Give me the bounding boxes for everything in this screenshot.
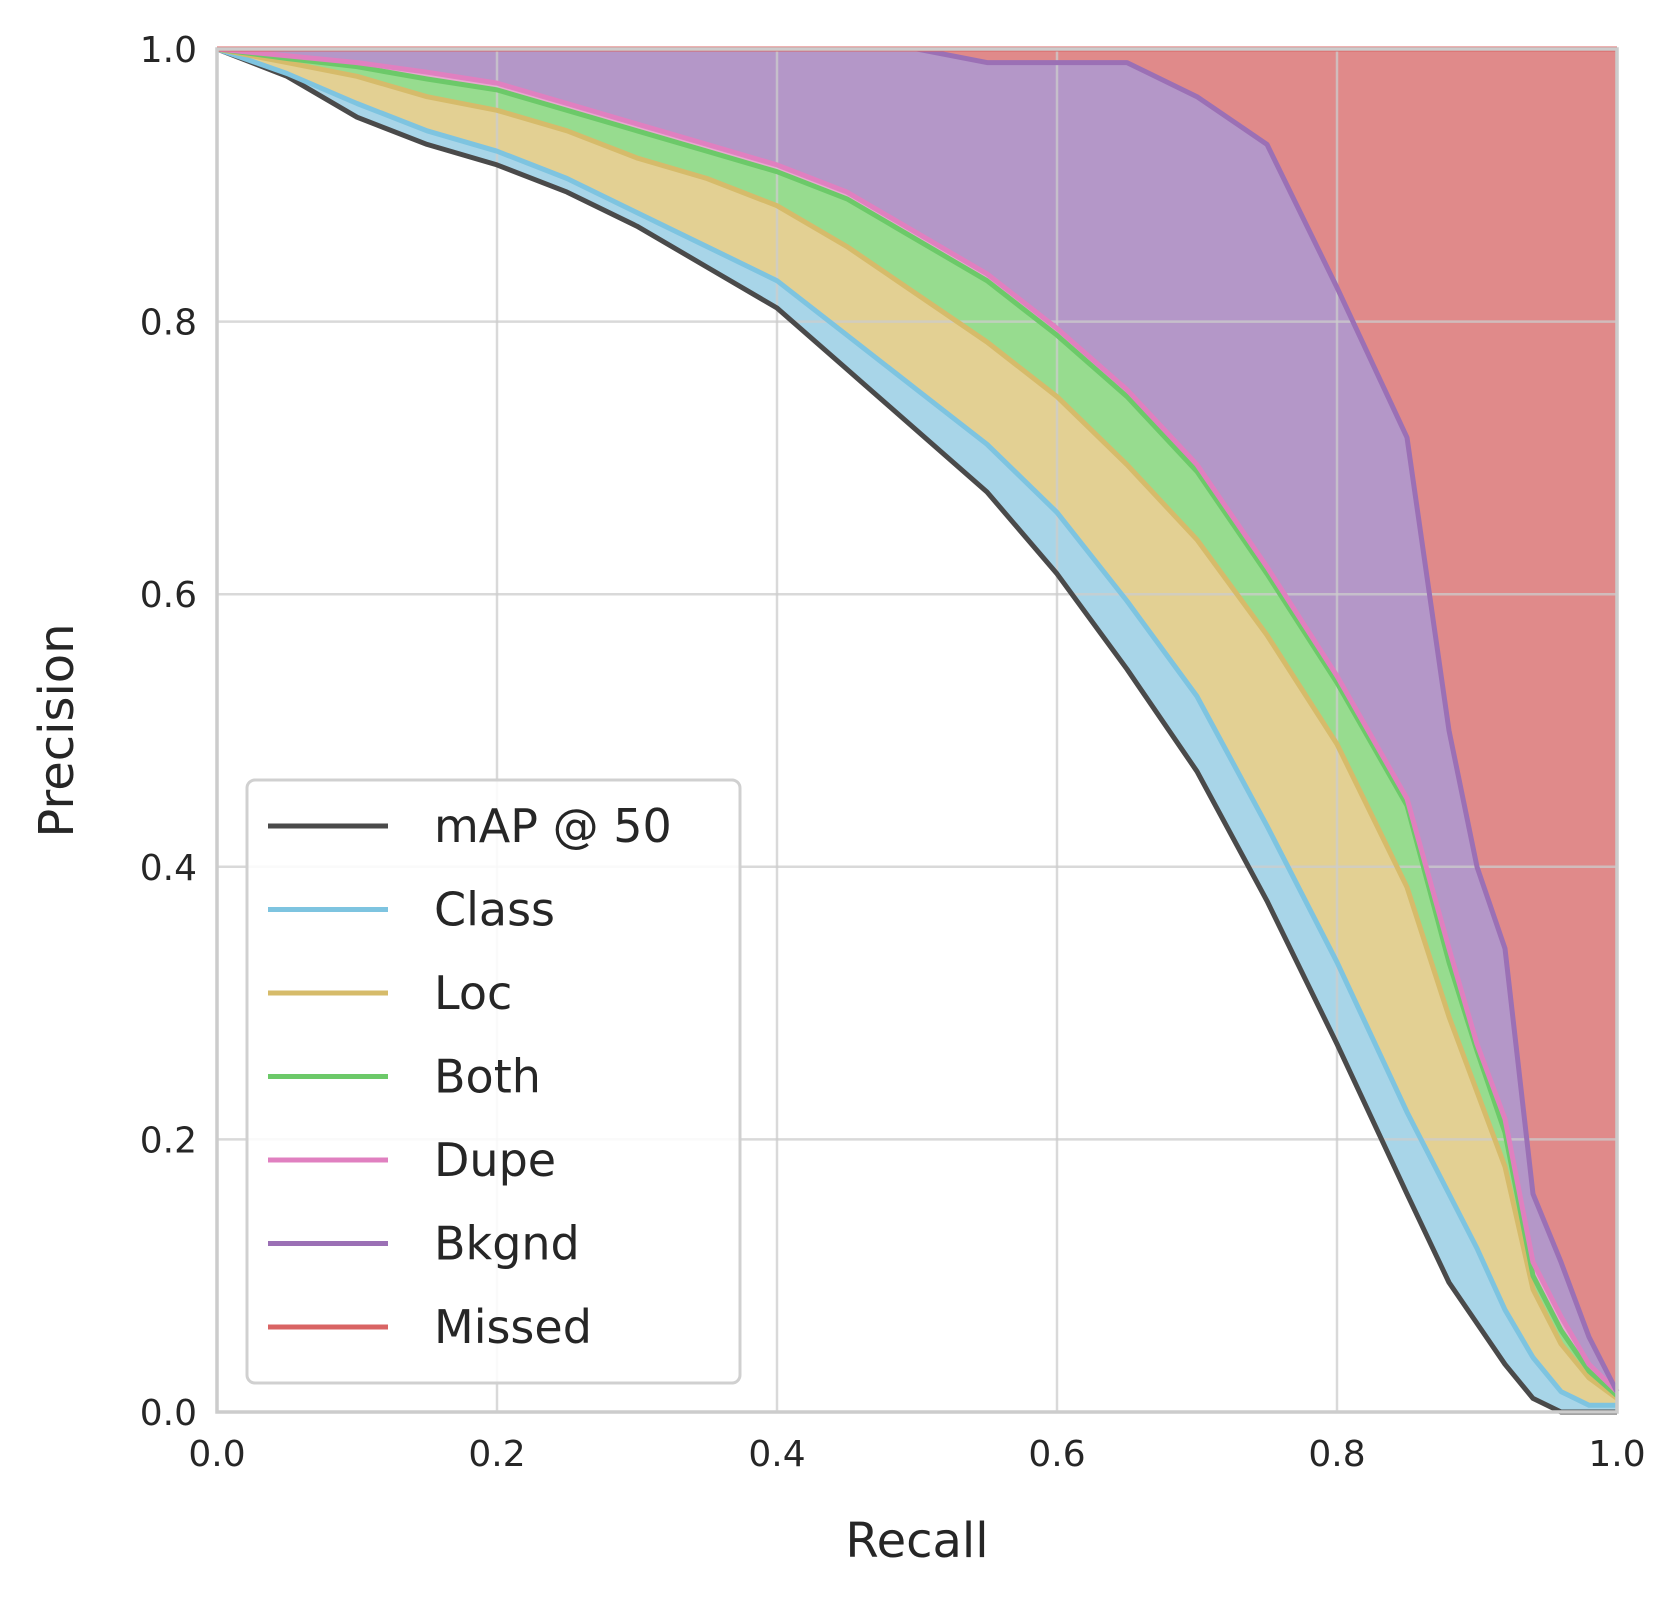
- y-tick-label: 0.6: [140, 575, 197, 616]
- y-tick-labels: 0.0 0.2 0.4 0.6 0.8 1.0: [140, 30, 197, 1434]
- y-tick-label: 0.2: [140, 1120, 197, 1161]
- y-tick-label: 1.0: [140, 30, 197, 71]
- y-axis-label: Precision: [29, 623, 85, 837]
- legend-label-missed: Missed: [434, 1300, 592, 1354]
- line-class: [216, 46, 1617, 1408]
- plot-frame: [215, 47, 1619, 1414]
- legend-label-loc: Loc: [434, 966, 512, 1020]
- line-loc: [216, 46, 1619, 1401]
- y-tick-label: 0.8: [140, 303, 197, 344]
- fill-bkgnd: [217, 49, 1617, 1392]
- fill-missed: [217, 49, 1617, 1392]
- fill-loc: [217, 49, 1617, 1406]
- legend: mAP @ 50 Class Loc Both Dupe Bkgnd Missed: [245, 778, 742, 1385]
- x-tick-label: 0.8: [1308, 1434, 1365, 1475]
- fill-class: [217, 49, 1617, 1412]
- legend-label-bkgnd: Bkgnd: [434, 1217, 580, 1271]
- line-map-50: [216, 46, 1617, 1415]
- y-tick-label: 0.0: [140, 1393, 197, 1434]
- legend-label-dupe: Dupe: [434, 1133, 556, 1187]
- y-tick-label: 0.4: [140, 848, 197, 889]
- x-tick-label: 0.6: [1028, 1434, 1085, 1475]
- x-tick-label: 0.4: [748, 1434, 805, 1475]
- x-tick-label: 0.0: [188, 1434, 245, 1475]
- legend-label-map-50: mAP @ 50: [434, 799, 672, 853]
- line-dupe: [216, 46, 1619, 1394]
- x-tick-label: 1.0: [1588, 1434, 1645, 1475]
- legend-box: [245, 778, 742, 1385]
- legend-label-both: Both: [434, 1050, 541, 1104]
- x-axis-label: Recall: [845, 1513, 988, 1569]
- legend-label-class: Class: [434, 883, 555, 937]
- x-tick-label: 0.2: [468, 1434, 525, 1475]
- line-both: [216, 46, 1619, 1398]
- x-tick-labels: 0.0 0.2 0.4 0.6 0.8 1.0: [188, 1434, 1645, 1475]
